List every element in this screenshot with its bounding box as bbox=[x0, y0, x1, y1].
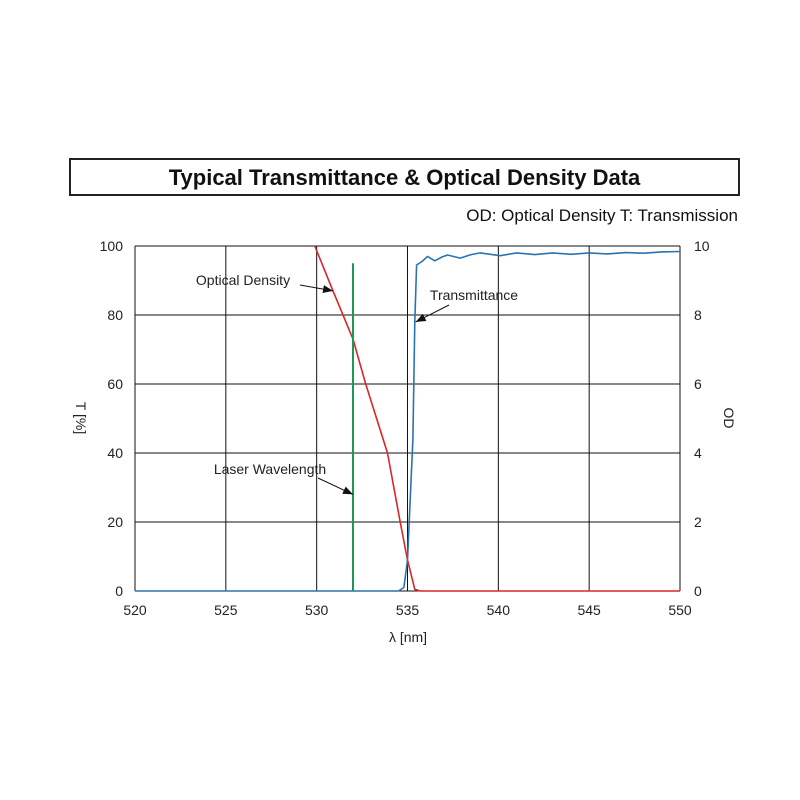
x-tick-label: 535 bbox=[396, 602, 420, 618]
y-axis-label: T [%] bbox=[73, 402, 89, 434]
od-line bbox=[314, 245, 680, 592]
x-tick-label: 545 bbox=[577, 602, 601, 618]
x-tick-label: 540 bbox=[487, 602, 511, 618]
transmittance-line bbox=[135, 250, 681, 592]
chart-subtitle: OD: Optical Density T: Transmission bbox=[466, 206, 738, 225]
y2-tick-label: 0 bbox=[694, 583, 702, 599]
x-tick-label: 520 bbox=[123, 602, 147, 618]
y-tick-label: 80 bbox=[107, 307, 123, 323]
y2-tick-label: 2 bbox=[694, 514, 702, 530]
annotation-label: Optical Density bbox=[196, 272, 290, 288]
y2-tick-label: 10 bbox=[694, 238, 710, 254]
annotation-label: Laser Wavelength bbox=[214, 461, 326, 477]
y-tick-label: 60 bbox=[107, 376, 123, 392]
x-tick-label: 550 bbox=[668, 602, 692, 618]
chart-title: Typical Transmittance & Optical Density … bbox=[69, 158, 740, 196]
y2-axis-label: OD bbox=[721, 408, 737, 429]
y2-tick-label: 4 bbox=[694, 445, 702, 461]
y-tick-label: 0 bbox=[115, 583, 123, 599]
y2-tick-label: 8 bbox=[694, 307, 702, 323]
x-tick-label: 525 bbox=[214, 602, 238, 618]
y-tick-label: 20 bbox=[107, 514, 123, 530]
annotation-arrow bbox=[415, 304, 450, 323]
y-tick-label: 100 bbox=[100, 238, 124, 254]
annotation-label: Transmittance bbox=[430, 287, 518, 303]
annotation-arrow bbox=[299, 284, 334, 294]
annotation-arrow bbox=[317, 477, 354, 495]
x-tick-label: 530 bbox=[305, 602, 329, 618]
y-tick-label: 40 bbox=[107, 445, 123, 461]
y2-tick-label: 6 bbox=[694, 376, 702, 392]
x-axis-label: λ [nm] bbox=[389, 629, 427, 645]
